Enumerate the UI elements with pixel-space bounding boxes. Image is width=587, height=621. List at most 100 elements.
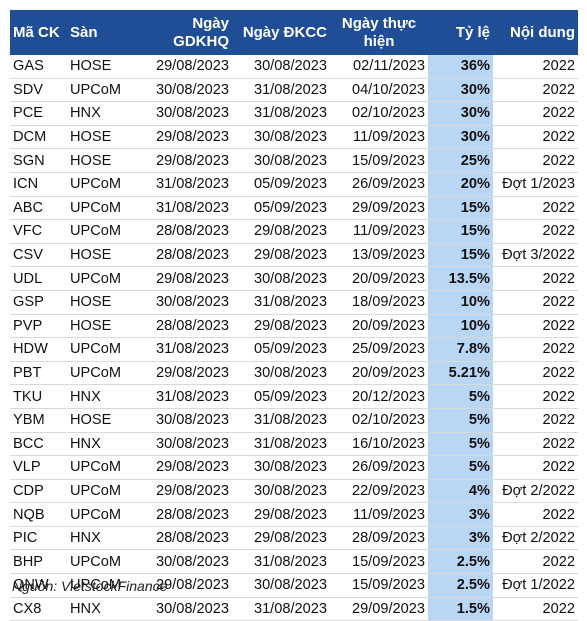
cell-ngay-thuc-hien: 20/09/2023 (351, 317, 425, 334)
table-body: GAS HOSE 29/08/2023 30/08/2023 02/11/2023 36%… (10, 55, 578, 621)
cell-noi-dung: Đợt 1/2023 (502, 176, 575, 193)
table-row: DCM HOSE 29/08/2023 30/08/2023 11/09/2023 30%… (10, 125, 578, 149)
cell-ngay-thuc-hien: 04/10/2023 (351, 81, 425, 98)
cell-ma-ck: YBM (13, 412, 45, 429)
cell-san: UPCoM (70, 506, 122, 523)
cell-ngay-dkcc: 31/08/2023 (253, 412, 327, 429)
cell-ngay-gdkhq: 30/08/2023 (155, 105, 229, 122)
table-row: VFC UPCoM 28/08/2023 29/08/2023 11/09/2023 15… (10, 219, 578, 244)
cell-ty-le: 15% (428, 243, 493, 267)
cell-ngay-gdkhq: 31/08/2023 (155, 199, 229, 216)
cell-ngay-gdkhq: 31/08/2023 (155, 388, 229, 405)
cell-san: UPCoM (70, 341, 122, 358)
cell-ngay-gdkhq: 30/08/2023 (155, 553, 229, 570)
table-row: HDW UPCoM 31/08/2023 05/09/2023 25/09/2023 7.… (10, 337, 578, 362)
cell-ngay-gdkhq: 29/08/2023 (155, 58, 229, 75)
cell-noi-dung: 2022 (542, 388, 575, 405)
cell-ty-le: 20% (428, 172, 493, 197)
table-row: QNW UPCoM 29/08/2023 30/08/2023 15/09/2023 2.… (10, 573, 578, 598)
cell-ngay-thuc-hien: 02/10/2023 (351, 105, 425, 122)
cell-ty-le: 15% (428, 196, 493, 220)
table-row: BHP UPCoM 30/08/2023 31/08/2023 15/09/2023 2.… (10, 549, 578, 574)
cell-ma-ck: PIC (13, 530, 38, 547)
cell-noi-dung: 2022 (542, 294, 575, 311)
cell-noi-dung: 2022 (542, 412, 575, 429)
cell-ngay-gdkhq: 29/08/2023 (155, 152, 229, 169)
cell-ty-le: 5% (428, 455, 493, 480)
cell-ty-le: 30% (428, 78, 493, 102)
cell-ngay-dkcc: 30/08/2023 (253, 459, 327, 476)
cell-ngay-thuc-hien: 29/09/2023 (351, 199, 425, 216)
cell-ngay-dkcc: 29/08/2023 (253, 530, 327, 547)
cell-noi-dung: 2022 (542, 365, 575, 382)
cell-ty-le: 4% (428, 479, 493, 503)
cell-ngay-dkcc: 31/08/2023 (253, 294, 327, 311)
table-header: Mã CK Sàn Ngày GDKHQ Ngày ĐKCC Ngày thực… (10, 10, 578, 55)
header-row: Mã CK Sàn Ngày GDKHQ Ngày ĐKCC Ngày thực… (10, 10, 578, 55)
cell-ma-ck: GSP (13, 294, 44, 311)
cell-ma-ck: VLP (13, 459, 41, 476)
cell-noi-dung: 2022 (542, 105, 575, 122)
cell-ma-ck: HDW (13, 341, 48, 358)
cell-san: HOSE (70, 152, 112, 169)
cell-ma-ck: PVP (13, 317, 43, 334)
cell-noi-dung: 2022 (542, 81, 575, 98)
cell-ngay-dkcc: 05/09/2023 (253, 199, 327, 216)
cell-ty-le: 36% (428, 55, 493, 79)
cell-ngay-dkcc: 30/08/2023 (253, 365, 327, 382)
cell-san: HOSE (70, 317, 112, 334)
cell-ngay-thuc-hien: 26/09/2023 (351, 176, 425, 193)
cell-ngay-dkcc: 30/08/2023 (253, 270, 327, 287)
cell-noi-dung: 2022 (542, 553, 575, 570)
cell-ngay-dkcc: 05/09/2023 (253, 341, 327, 358)
cell-ngay-dkcc: 30/08/2023 (253, 58, 327, 75)
cell-san: UPCoM (70, 223, 122, 240)
cell-ngay-dkcc: 31/08/2023 (253, 81, 327, 98)
cell-ngay-thuc-hien: 20/12/2023 (351, 388, 425, 405)
cell-ngay-dkcc: 31/08/2023 (253, 553, 327, 570)
cell-ngay-gdkhq: 29/08/2023 (155, 459, 229, 476)
cell-ma-ck: SDV (13, 81, 44, 98)
cell-noi-dung: 2022 (542, 270, 575, 287)
cell-ty-le: 3% (428, 526, 493, 550)
cell-ma-ck: BHP (13, 553, 44, 570)
cell-san: HOSE (70, 129, 112, 146)
cell-ty-le: 5% (428, 432, 493, 456)
cell-ngay-dkcc: 05/09/2023 (253, 176, 327, 193)
dividend-table-container: Mã CK Sàn Ngày GDKHQ Ngày ĐKCC Ngày thực… (10, 10, 578, 621)
cell-ngay-thuc-hien: 20/09/2023 (351, 270, 425, 287)
cell-san: HNX (70, 105, 101, 122)
cell-ngay-thuc-hien: 22/09/2023 (351, 482, 425, 499)
header-ty-le: Tỷ lệ (428, 10, 493, 55)
cell-ngay-gdkhq: 28/08/2023 (155, 223, 229, 240)
cell-noi-dung: 2022 (542, 435, 575, 452)
table-row: ABC UPCoM 31/08/2023 05/09/2023 29/09/2023 15… (10, 196, 578, 220)
table-row: UDL UPCoM 29/08/2023 30/08/2023 20/09/2023 13… (10, 266, 578, 291)
cell-ngay-dkcc: 31/08/2023 (253, 105, 327, 122)
cell-ma-ck: DCM (13, 129, 47, 146)
cell-ngay-gdkhq: 29/08/2023 (155, 482, 229, 499)
cell-ngay-dkcc: 29/08/2023 (253, 317, 327, 334)
cell-ngay-dkcc: 29/08/2023 (253, 223, 327, 240)
cell-san: HNX (70, 530, 101, 547)
cell-san: UPCoM (70, 365, 122, 382)
cell-ngay-thuc-hien: 11/09/2023 (353, 129, 425, 146)
cell-ngay-gdkhq: 29/08/2023 (155, 129, 229, 146)
dividend-table: Mã CK Sàn Ngày GDKHQ Ngày ĐKCC Ngày thực… (10, 10, 578, 621)
table-row: PIC HNX 28/08/2023 29/08/2023 28/09/2023 3% Đợ… (10, 526, 578, 550)
cell-ty-le: 10% (428, 290, 493, 315)
cell-ngay-thuc-hien: 16/10/2023 (351, 435, 425, 452)
cell-ty-le: 5% (428, 408, 493, 432)
cell-ngay-dkcc: 29/08/2023 (253, 247, 327, 264)
cell-ngay-dkcc: 30/08/2023 (253, 577, 327, 594)
cell-ma-ck: TKU (13, 388, 43, 405)
cell-ngay-gdkhq: 28/08/2023 (155, 530, 229, 547)
header-ngay-gdkhq: Ngày GDKHQ (131, 10, 232, 55)
cell-san: HNX (70, 435, 101, 452)
table-row: VLP UPCoM 29/08/2023 30/08/2023 26/09/2023 5%… (10, 455, 578, 480)
cell-ty-le: 5.21% (428, 361, 493, 385)
cell-ma-ck: BCC (13, 435, 44, 452)
table-row: ICN UPCoM 31/08/2023 05/09/2023 26/09/2023 20… (10, 172, 578, 197)
cell-noi-dung: 2022 (542, 341, 575, 358)
header-ngay-dkcc: Ngày ĐKCC (232, 10, 330, 55)
